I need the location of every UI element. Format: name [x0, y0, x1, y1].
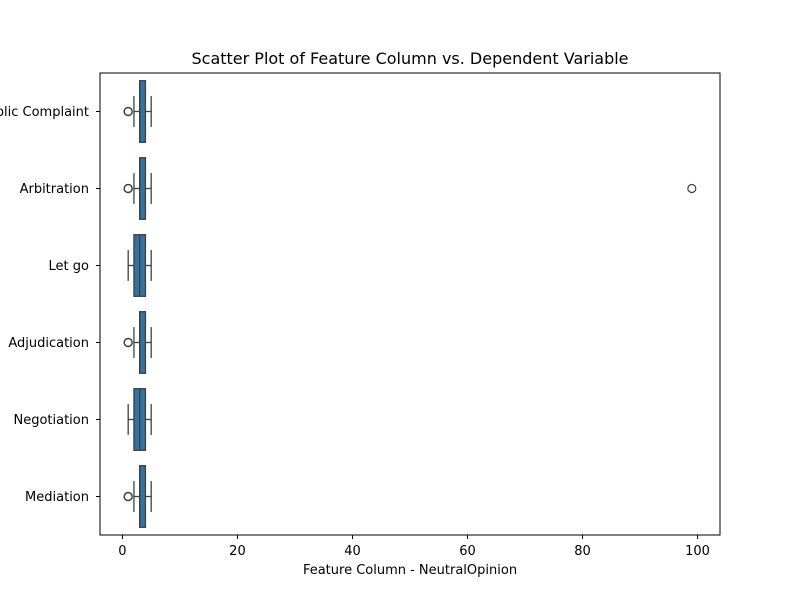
- y-tick-label: Let go: [49, 259, 89, 274]
- chart-title: Scatter Plot of Feature Column vs. Depen…: [191, 49, 628, 68]
- x-axis-label: Feature Column - NeutralOpinion: [303, 563, 517, 578]
- x-tick-label: 20: [229, 544, 246, 559]
- y-tick-label: Mediation: [25, 490, 89, 505]
- x-tick-label: 40: [344, 544, 361, 559]
- box[interactable]: [139, 157, 147, 220]
- y-tick-label: Negotiation: [13, 413, 89, 428]
- outlier-point[interactable]: [123, 106, 133, 117]
- box[interactable]: [139, 80, 147, 143]
- box[interactable]: [139, 465, 147, 528]
- outlier-point[interactable]: [123, 337, 133, 348]
- box[interactable]: [139, 311, 147, 374]
- x-tick-label: 80: [574, 544, 591, 559]
- outlier-point[interactable]: [687, 183, 697, 194]
- x-tick-label: 60: [459, 544, 476, 559]
- outlier-point[interactable]: [123, 183, 133, 194]
- y-tick-label: Adjudication: [8, 336, 89, 351]
- x-tick-label: 0: [118, 544, 126, 559]
- plot-frame: [99, 72, 721, 536]
- y-tick-label: Arbitration: [20, 182, 89, 197]
- plot-area: Public Complaint Arbitration Let go Adjudic…: [0, 80, 710, 559]
- y-tick-label: Public Complaint: [0, 105, 89, 120]
- x-tick-label: 100: [685, 544, 710, 559]
- outlier-point[interactable]: [123, 491, 133, 502]
